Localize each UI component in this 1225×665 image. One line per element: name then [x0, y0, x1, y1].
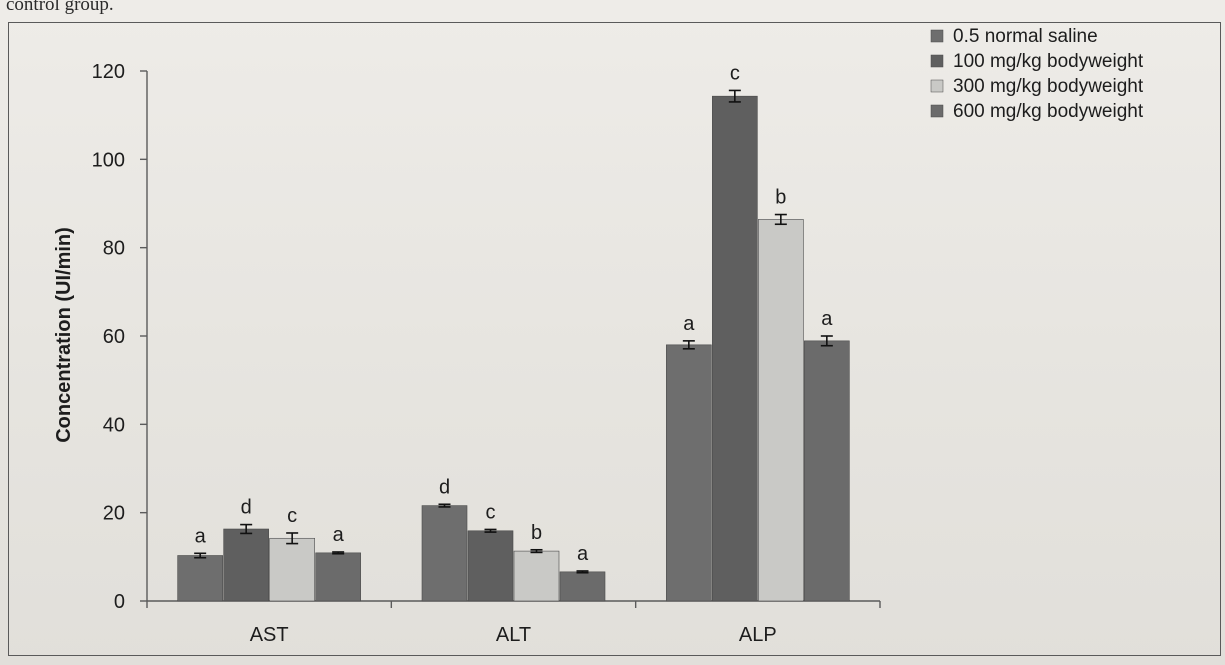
significance-label: c — [730, 62, 740, 84]
category-label-alp: ALP — [739, 624, 777, 646]
y-axis-title: Concentration (UI/min) — [53, 227, 75, 443]
bar-alt-series-1 — [421, 505, 468, 602]
category-label-alt: ALT — [496, 624, 531, 646]
legend-swatch — [930, 54, 944, 68]
bar-ast-series-3 — [269, 537, 315, 602]
significance-label: c — [287, 505, 297, 527]
chart-frame — [8, 22, 1221, 656]
y-tick-label: 80 — [103, 238, 125, 260]
bar-alt-series-2 — [467, 530, 514, 602]
legend-swatch — [930, 104, 944, 118]
legend-label: 100 mg/kg bodyweight — [953, 51, 1144, 72]
y-tick-label: 60 — [103, 326, 125, 348]
y-tick-label: 0 — [114, 591, 125, 613]
legend: 0.5 normal saline 100 mg/kg bodyweight 300… — [930, 26, 1144, 122]
bars: a d c a d c b a a c b a — [177, 62, 850, 602]
bar-ast-series-1 — [177, 555, 223, 602]
significance-label: a — [577, 543, 589, 565]
bar-ast-series-2 — [223, 528, 269, 602]
bar-ast-series-4 — [315, 552, 361, 602]
category-label-ast: AST — [250, 624, 289, 646]
y-tick-label: 100 — [92, 149, 125, 171]
bar-alp-series-1 — [666, 344, 712, 602]
significance-label: c — [486, 501, 496, 523]
y-tick-label: 120 — [92, 61, 125, 83]
significance-label: a — [195, 525, 207, 547]
significance-label: b — [775, 187, 786, 209]
legend-swatch — [930, 29, 944, 43]
y-axis: 0 20 40 60 80 100 120 — [92, 61, 148, 613]
significance-label: a — [821, 308, 833, 330]
significance-label: d — [241, 497, 252, 519]
y-tick-label: 20 — [103, 503, 125, 525]
significance-label: a — [683, 313, 695, 335]
significance-label: a — [333, 524, 345, 546]
x-axis: AST ALT ALP — [146, 600, 881, 646]
bar-alp-series-2 — [712, 95, 758, 602]
legend-label: 0.5 normal saline — [953, 26, 1098, 47]
bar-alp-series-4 — [804, 340, 850, 602]
bar-alt-series-4 — [559, 571, 606, 602]
legend-swatch — [930, 79, 944, 93]
bar-alt-series-3 — [513, 550, 560, 602]
caption-fragment: control group. — [6, 0, 114, 15]
legend-label: 600 mg/kg bodyweight — [953, 101, 1144, 122]
legend-label: 300 mg/kg bodyweight — [953, 76, 1144, 97]
y-tick-label: 40 — [103, 414, 125, 436]
significance-label: b — [531, 522, 542, 544]
bar-alp-series-3 — [758, 219, 804, 602]
significance-label: d — [439, 476, 450, 498]
